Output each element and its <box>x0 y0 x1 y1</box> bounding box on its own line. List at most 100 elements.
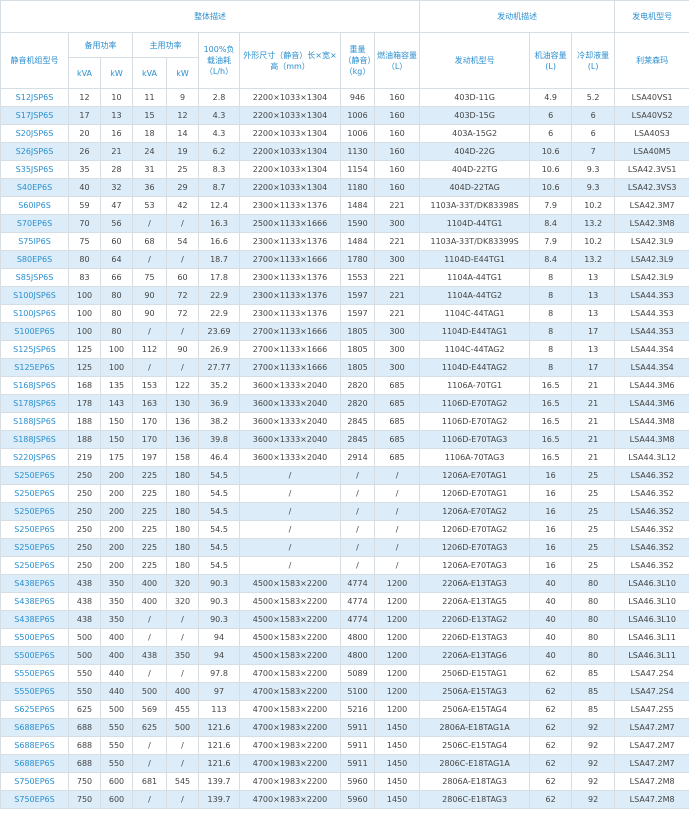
table-cell: 685 <box>373 376 421 395</box>
table-cell: 54.5 <box>198 556 240 575</box>
table-cell: 13 <box>100 106 133 125</box>
table-cell: LSA40M5 <box>614 142 689 161</box>
table-cell: 2506A-E15TAG3 <box>419 682 531 701</box>
table-cell: 25 <box>571 556 616 575</box>
table-cell: 158 <box>166 448 199 467</box>
table-cell: LSA44.3S3 <box>614 286 689 305</box>
table-cell: 946 <box>340 88 375 107</box>
table-cell: 1597 <box>340 286 375 305</box>
table-cell: 438 <box>68 610 101 629</box>
table-cell: 1106D-E70TAG3 <box>419 430 531 449</box>
table-cell: 80 <box>571 628 616 647</box>
table-cell: 113 <box>198 700 240 719</box>
table-cell: LSA47.2M7 <box>614 718 689 737</box>
table-cell: 1180 <box>340 178 375 197</box>
table-row: S17JSP6S 17 13 15 12 4.3 2200×1033×1304 1006 160… <box>0 106 689 125</box>
table-cell: 170 <box>132 430 167 449</box>
table-cell: / <box>166 664 199 683</box>
table-cell: 97.8 <box>198 664 240 683</box>
table-cell: 22.9 <box>198 286 240 305</box>
model-cell: S35JSP6S <box>0 160 69 179</box>
table-cell: 54.5 <box>198 466 240 485</box>
table-cell: 2300×1133×1376 <box>239 232 341 251</box>
table-cell: 2300×1133×1376 <box>239 304 341 323</box>
table-cell: 5960 <box>340 772 375 791</box>
table-cell: 18 <box>132 124 167 143</box>
table-cell: LSA46.3S2 <box>614 556 689 575</box>
table-cell: 5911 <box>340 718 375 737</box>
model-cell: S20JSP6S <box>0 124 69 143</box>
table-cell: 685 <box>373 448 421 467</box>
table-cell: 42 <box>166 196 199 215</box>
table-row: S250EP6S 250 200 225 180 54.5///1206D-E70TAG2… <box>0 520 689 539</box>
table-cell: LSA44.3S4 <box>614 358 689 377</box>
table-cell: / <box>166 610 199 629</box>
model-cell: S80EP6S <box>0 250 69 269</box>
table-cell: 1104D-E44TAG2 <box>419 358 531 377</box>
table-cell: 750 <box>68 790 101 809</box>
table-cell: 160 <box>373 88 421 107</box>
table-cell: 1106A-70TG1 <box>419 376 531 395</box>
column-header: 重量（静音）（kg） <box>340 32 375 89</box>
table-row: S12JSP6S 12 10 11 9 2.8 2200×1033×1304 946 160 40… <box>0 88 689 107</box>
table-cell: 221 <box>373 196 421 215</box>
table-cell: 10.2 <box>571 232 616 251</box>
table-cell: 600 <box>100 790 133 809</box>
table-cell: 4774 <box>340 610 375 629</box>
table-cell: 2.8 <box>198 88 240 107</box>
table-row: S125EP6S 125 100//27.77 2700×1133×1666 1805 3… <box>0 358 689 377</box>
table-cell: 94 <box>198 628 240 647</box>
table-cell: 400 <box>100 646 133 665</box>
table-cell: 92 <box>571 754 616 773</box>
table-cell: 16.5 <box>529 412 573 431</box>
table-cell: / <box>373 466 421 485</box>
table-row: S550EP6S 550 440//97.8 4700×1583×2200 5089 12… <box>0 664 689 683</box>
table-cell: 750 <box>68 772 101 791</box>
table-cell: 180 <box>166 466 199 485</box>
table-cell: 6 <box>529 124 573 143</box>
table-cell: 60 <box>100 232 133 251</box>
table-cell: 39.8 <box>198 430 240 449</box>
model-cell: S75IP6S <box>0 232 69 251</box>
model-cell: S500EP6S <box>0 646 69 665</box>
table-cell: 180 <box>166 538 199 557</box>
table-cell: 1206A-E70TAG3 <box>419 556 531 575</box>
table-cell: 2300×1133×1376 <box>239 196 341 215</box>
table-cell: 62 <box>529 772 573 791</box>
table-cell: 225 <box>132 466 167 485</box>
table-cell: 197 <box>132 448 167 467</box>
table-cell: 200 <box>100 484 133 503</box>
table-cell: 16.3 <box>198 214 240 233</box>
table-cell: 8 <box>529 304 573 323</box>
table-cell: 13.2 <box>571 250 616 269</box>
table-cell: 1104A-44TG2 <box>419 286 531 305</box>
table-cell: / <box>132 664 167 683</box>
table-cell: 160 <box>373 106 421 125</box>
table-cell: 59 <box>68 196 101 215</box>
table-cell: 54.5 <box>198 520 240 539</box>
table-cell: / <box>166 358 199 377</box>
model-cell: S250EP6S <box>0 538 69 557</box>
unit-header: kW <box>166 57 199 89</box>
table-cell: 10.6 <box>529 160 573 179</box>
table-cell: 54.5 <box>198 484 240 503</box>
table-row: S100JSP6S 100 80 90 72 22.9 2300×1133×1376 1597… <box>0 304 689 323</box>
table-cell: 36 <box>132 178 167 197</box>
table-cell: 21 <box>100 142 133 161</box>
table-cell: 4700×1983×2200 <box>239 772 341 791</box>
table-cell: 2200×1033×1304 <box>239 106 341 125</box>
table-cell: 221 <box>373 304 421 323</box>
unit-header: kW <box>100 57 133 89</box>
table-cell: 16.5 <box>529 430 573 449</box>
table-cell: 32 <box>100 178 133 197</box>
table-cell: 1130 <box>340 142 375 161</box>
table-cell: 438 <box>132 646 167 665</box>
table-row: S438EP6S 438 350//90.3 4500×1583×2200 4774 12… <box>0 610 689 629</box>
table-cell: 1154 <box>340 160 375 179</box>
table-cell: 250 <box>68 502 101 521</box>
table-cell: 80 <box>571 610 616 629</box>
table-cell: 225 <box>132 520 167 539</box>
table-cell: 350 <box>100 592 133 611</box>
table-cell: 180 <box>166 520 199 539</box>
table-row: S220JSP6S 219 175 197 158 46.4 3600×1333×2040 2… <box>0 448 689 467</box>
